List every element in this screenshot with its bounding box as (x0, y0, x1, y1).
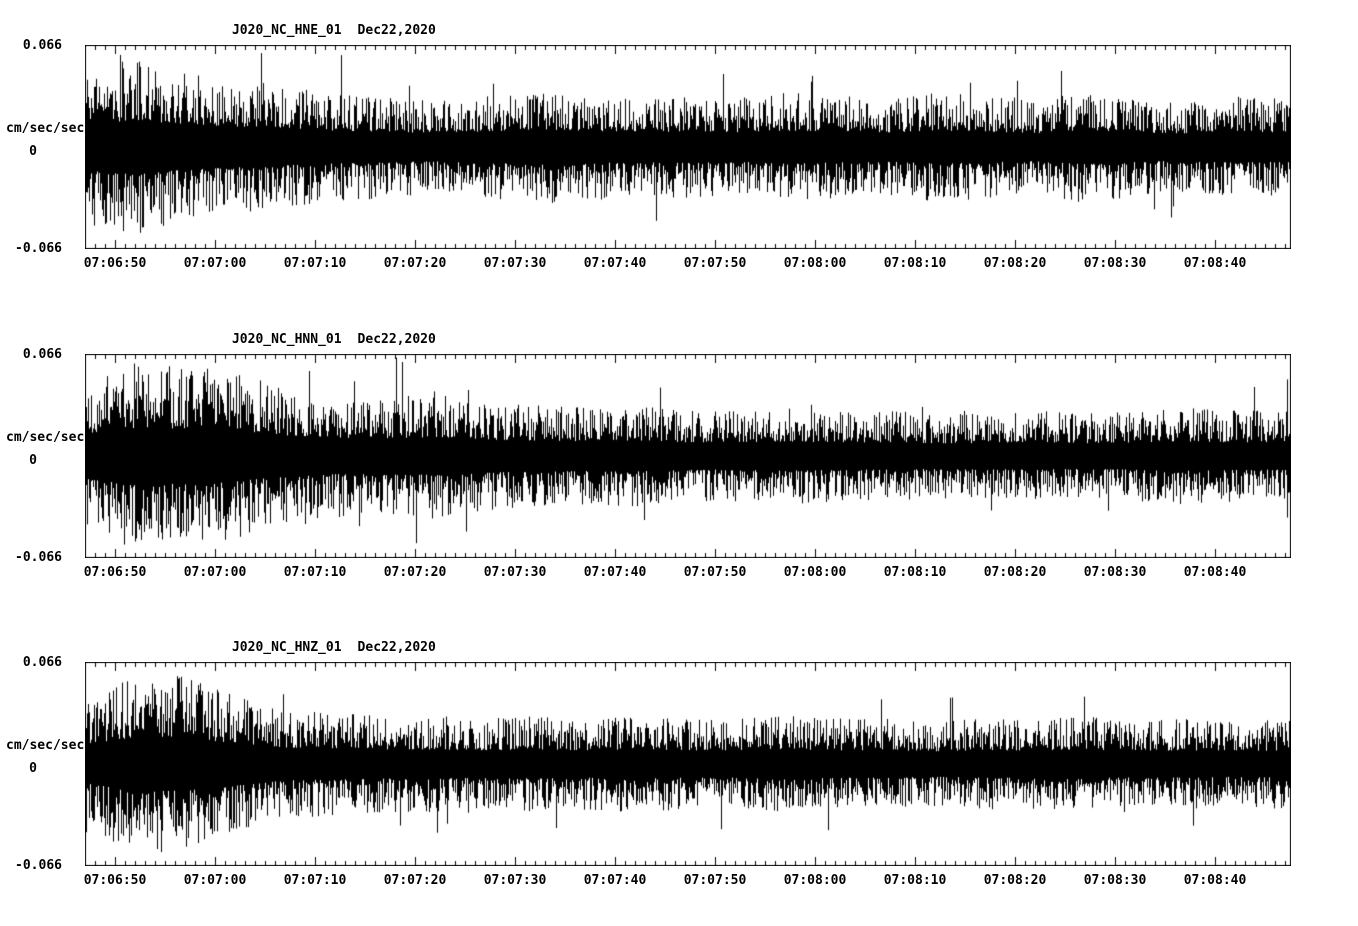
y-zero-label: 0 (29, 144, 37, 159)
panel-title: J020_NC_HNN_01 Dec22,2020 (185, 317, 436, 362)
x-tick-label: 07:06:50 (83, 256, 147, 271)
y-max-label: 0.066 (22, 347, 62, 362)
x-axis-labels: 07:06:50 07:07:00 07:07:10 07:07:20 07:07:30… (0, 565, 1358, 585)
x-tick-label: 07:08:20 (983, 256, 1047, 271)
x-tick-label: 07:07:20 (383, 565, 447, 580)
y-axis-unit-label: cm/sec/sec (6, 121, 85, 136)
x-tick-label: 07:08:10 (883, 256, 947, 271)
x-tick-label: 07:08:00 (783, 256, 847, 271)
x-tick-label: 07:07:40 (583, 256, 647, 271)
x-tick-label: 07:08:30 (1083, 565, 1147, 580)
x-tick-label: 07:07:40 (583, 873, 647, 888)
x-tick-label: 07:06:50 (83, 565, 147, 580)
x-tick-label: 07:08:20 (983, 873, 1047, 888)
date-label: Dec22,2020 (357, 640, 436, 655)
x-tick-label: 07:07:30 (483, 256, 547, 271)
x-tick-label: 07:07:20 (383, 256, 447, 271)
date-label: Dec22,2020 (357, 332, 436, 347)
y-min-label: -0.066 (15, 858, 62, 873)
x-tick-label: 07:08:10 (883, 565, 947, 580)
x-tick-label: 07:08:40 (1183, 565, 1247, 580)
x-tick-label: 07:07:00 (183, 565, 247, 580)
x-tick-label: 07:07:10 (283, 256, 347, 271)
panel-hne: J020_NC_HNE_01 Dec22,2020 0.066 -0.066 cm… (0, 0, 1358, 309)
y-max-label: 0.066 (22, 38, 62, 53)
station-label: J020_NC_HNE_01 (231, 23, 342, 38)
y-max-label: 0.066 (22, 655, 62, 670)
x-tick-label: 07:07:20 (383, 873, 447, 888)
x-tick-label: 07:06:50 (83, 873, 147, 888)
panel-hnn: J020_NC_HNN_01 Dec22,2020 0.066 -0.066 cm… (0, 309, 1358, 618)
x-axis-labels: 07:06:50 07:07:00 07:07:10 07:07:20 07:07:30… (0, 256, 1358, 276)
y-min-label: -0.066 (15, 241, 62, 256)
station-label: J020_NC_HNZ_01 (231, 640, 342, 655)
x-tick-label: 07:07:50 (683, 873, 747, 888)
x-tick-label: 07:08:40 (1183, 873, 1247, 888)
x-tick-label: 07:07:50 (683, 565, 747, 580)
x-axis-labels: 07:06:50 07:07:00 07:07:10 07:07:20 07:07:30… (0, 873, 1358, 893)
x-tick-label: 07:08:20 (983, 565, 1047, 580)
y-zero-label: 0 (29, 453, 37, 468)
x-tick-label: 07:08:00 (783, 873, 847, 888)
y-zero-label: 0 (29, 761, 37, 776)
x-tick-label: 07:07:50 (683, 256, 747, 271)
station-label: J020_NC_HNN_01 (231, 332, 342, 347)
x-tick-label: 07:07:00 (183, 873, 247, 888)
panel-title: J020_NC_HNZ_01 Dec22,2020 (185, 625, 436, 670)
x-tick-label: 07:08:40 (1183, 256, 1247, 271)
x-tick-label: 07:07:30 (483, 565, 547, 580)
x-tick-label: 07:07:10 (283, 565, 347, 580)
panel-title: J020_NC_HNE_01 Dec22,2020 (185, 8, 436, 53)
panel-hnz: J020_NC_HNZ_01 Dec22,2020 0.066 -0.066 cm… (0, 617, 1358, 926)
x-tick-label: 07:08:10 (883, 873, 947, 888)
x-tick-label: 07:07:30 (483, 873, 547, 888)
x-tick-label: 07:07:40 (583, 565, 647, 580)
y-axis-unit-label: cm/sec/sec (6, 430, 85, 445)
y-min-label: -0.066 (15, 550, 62, 565)
waveform-canvas-hnn (85, 354, 1291, 558)
y-axis-unit-label: cm/sec/sec (6, 738, 85, 753)
waveform-canvas-hne (85, 45, 1291, 249)
waveform-canvas-hnz (85, 662, 1291, 866)
x-tick-label: 07:08:30 (1083, 873, 1147, 888)
x-tick-label: 07:07:00 (183, 256, 247, 271)
x-tick-label: 07:07:10 (283, 873, 347, 888)
x-tick-label: 07:08:30 (1083, 256, 1147, 271)
x-tick-label: 07:08:00 (783, 565, 847, 580)
date-label: Dec22,2020 (357, 23, 436, 38)
